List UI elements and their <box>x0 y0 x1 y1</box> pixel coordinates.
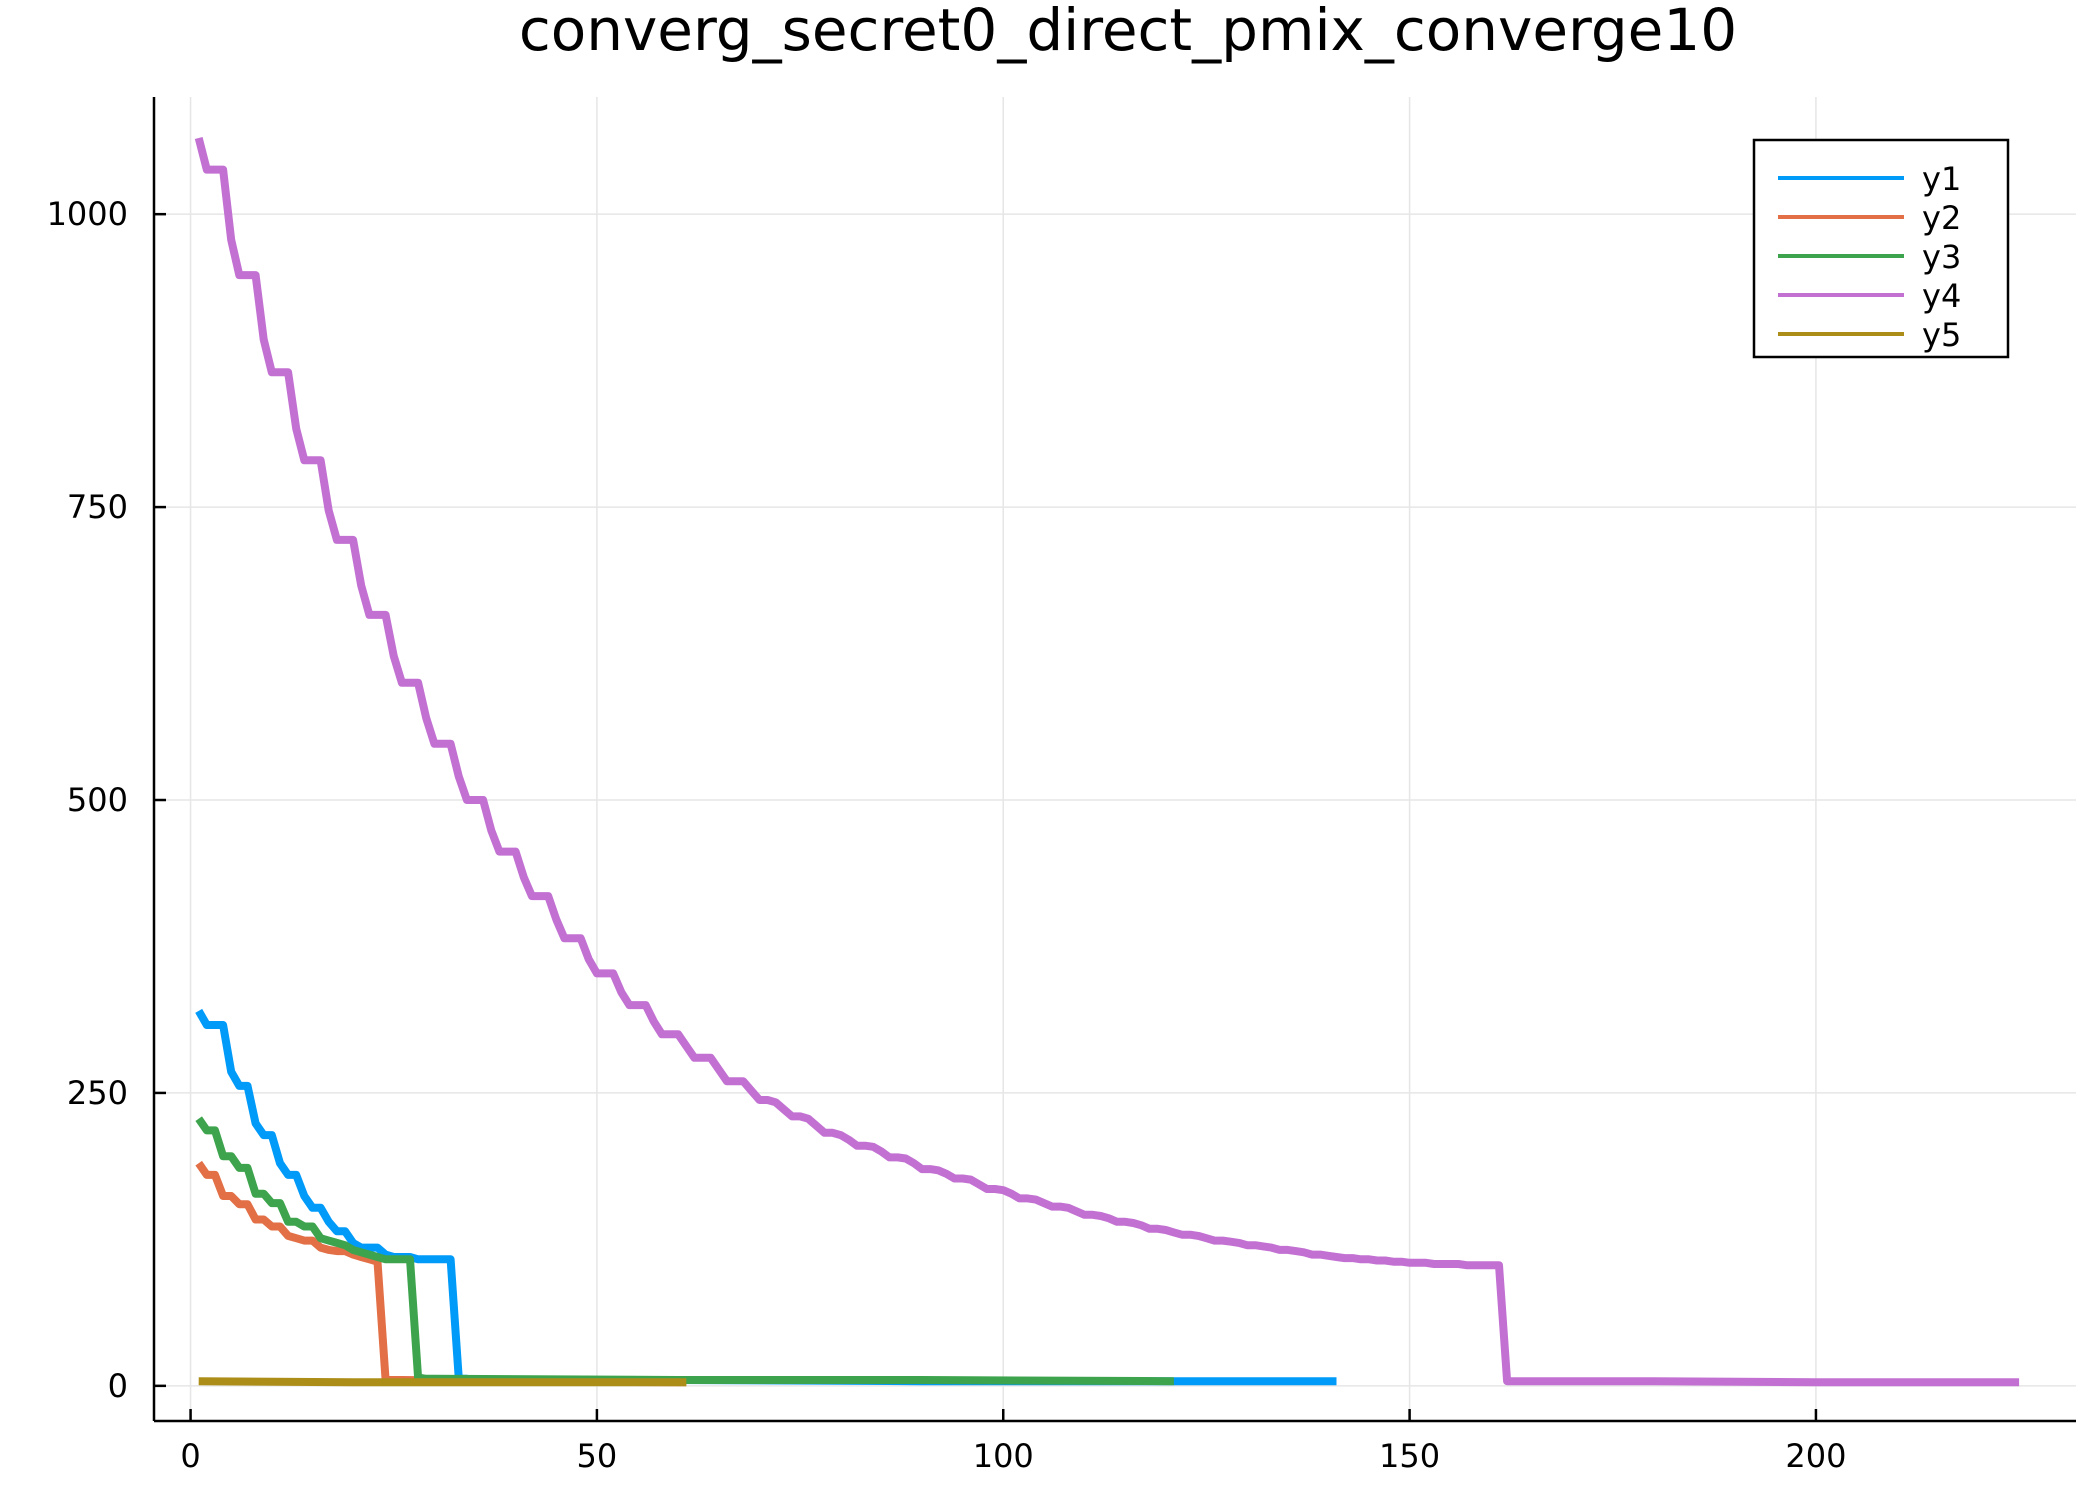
y-tick-label: 0 <box>108 1367 128 1405</box>
chart-title: converg_secret0_direct_pmix_converge10 <box>519 0 1737 64</box>
series-line-y3 <box>195 1116 1174 1386</box>
series-line-y5 <box>198 1377 687 1387</box>
series-line-y2 <box>195 1160 687 1387</box>
y-tick-label: 750 <box>67 488 128 526</box>
x-tick-label: 150 <box>1379 1437 1440 1475</box>
legend-label-y3: y3 <box>1922 238 1961 276</box>
axes <box>152 97 2076 1423</box>
x-tick-label: 0 <box>180 1437 200 1475</box>
legend-label-y5: y5 <box>1922 316 1961 354</box>
y-tick-label: 500 <box>67 781 128 819</box>
legend-label-y2: y2 <box>1922 199 1961 237</box>
series-line-y4 <box>194 137 2020 1387</box>
legend-box <box>1752 138 2010 359</box>
x-tick-label: 200 <box>1785 1437 1846 1475</box>
y-tick-label: 250 <box>67 1074 128 1112</box>
legend-label-y4: y4 <box>1922 277 1961 315</box>
legend-label-y1: y1 <box>1922 160 1961 198</box>
y-tick-label: 1000 <box>47 195 128 233</box>
x-tick-label: 50 <box>577 1437 618 1475</box>
x-tick-label: 100 <box>973 1437 1034 1475</box>
tick-labels: 0 50 100 150 200 0 250 500 750 1000 <box>47 195 1847 1475</box>
series-lines <box>194 137 2020 1387</box>
